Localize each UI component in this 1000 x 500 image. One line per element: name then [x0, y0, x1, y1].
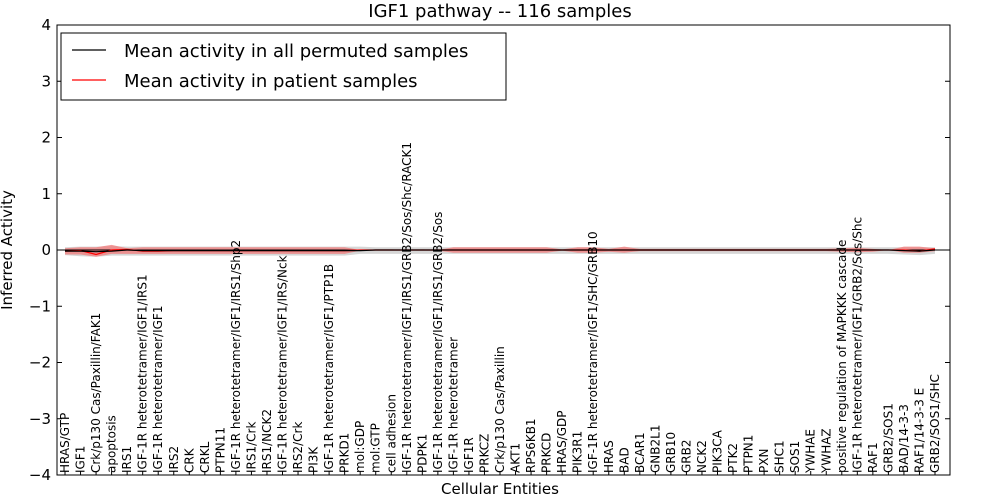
legend-label-permuted: Mean activity in all permuted samples [124, 41, 468, 62]
x-category-label: IGF1 [74, 446, 88, 473]
x-category-label: RAF1 [866, 442, 880, 473]
x-category-label: BAD/14-3-3 [897, 404, 911, 473]
x-category-label: YWHAZ [819, 428, 833, 474]
x-category-label: IGF-1R heterotetramer/IGF1/IRS1/GRB2/Sos [431, 212, 445, 473]
x-category-label: CRKL [198, 441, 212, 473]
x-category-label: IGF1R [462, 437, 476, 473]
x-category-label: PIK3CA [711, 429, 725, 473]
permuted-mean-line [65, 249, 936, 253]
y-tick-label: 0 [41, 241, 51, 259]
x-category-label: SOS1 [788, 441, 802, 473]
y-axis-title: Inferred Activity [0, 190, 16, 310]
x-category-label: YWHAE [804, 429, 818, 474]
x-category-label: PIK3R1 [571, 431, 585, 473]
x-category-label: PXN [757, 449, 771, 473]
x-category-label: PTK2 [726, 443, 740, 473]
x-category-label: HRAS/GTP [58, 413, 72, 473]
legend-label-patient: Mean activity in patient samples [124, 71, 418, 92]
x-category-label: IGF-1R heterotetramer/IGF1/IRS1/Shp2 [229, 240, 243, 473]
x-category-label: HRAS/GDP [555, 410, 569, 473]
x-category-label: IGF-1R heterotetramer/IGF1/IRS/Nck [276, 255, 290, 473]
legend: Mean activity in all permuted samples Me… [60, 32, 507, 101]
y-tick-label: 2 [41, 129, 51, 147]
x-category-label: BAD [617, 447, 631, 473]
x-category-label: IRS1/NCK2 [260, 409, 274, 473]
x-category-labels: HRAS/GTP IGF1 Crk/p130 Cas/Paxillin/FAK1 ap… [58, 142, 942, 475]
y-tick-label: −3 [29, 410, 51, 428]
x-category-label: IGF-1R heterotetramer/IGF1 [151, 306, 165, 473]
y-tick-label: −4 [29, 466, 51, 484]
series-lines-layer [64, 248, 936, 256]
x-category-label: PTPN11 [213, 427, 227, 473]
x-category-label: IRS1/Crk [244, 422, 258, 473]
x-category-label: BCAR1 [633, 432, 647, 473]
x-category-label: IGF-1R heterotetramer/IGF1/IRS1 [136, 274, 150, 473]
x-category-label: IGF-1R heterotetramer/IGF1/IRS1/GRB2/Sos… [400, 142, 414, 473]
patient-band [65, 244, 935, 257]
legend-box [60, 32, 507, 101]
x-category-label: mol:GTP [369, 423, 383, 473]
x-category-label: Crk/p130 Cas/Paxillin/FAK1 [89, 313, 103, 473]
x-category-label: IGF-1R heterotetramer/IGF1/SHC/GRB10 [586, 231, 600, 473]
x-category-label: GRB2/SOS1/SHC [928, 374, 942, 473]
x-category-label: PRKD1 [338, 433, 352, 473]
x-category-label: IRS2 [167, 446, 181, 473]
x-category-label: PRKCZ [478, 434, 492, 473]
x-category-label: NCK2 [695, 440, 709, 473]
y-tick-label: −1 [29, 297, 51, 315]
x-category-label: IRS2/Crk [291, 422, 305, 473]
x-category-label: GRB10 [664, 432, 678, 473]
y-tick-label: 3 [41, 72, 51, 90]
x-category-label: GRB2/SOS1 [881, 403, 895, 473]
x-category-label: CRK [182, 447, 196, 473]
y-tick-label: −2 [29, 354, 51, 372]
y-tick-label: 4 [41, 16, 51, 34]
x-category-label: IGF-1R heterotetramer/IGF1/PTP1B [322, 264, 336, 473]
x-category-label: positive regulation of MAPKKK cascade [835, 240, 849, 473]
x-category-label: mol:GDP [353, 421, 367, 473]
x-category-label: IGF-1R heterotetramer [446, 337, 460, 473]
x-category-label: GNB2L1 [648, 425, 662, 473]
y-axis-ticks: −4 −3 −2 −1 0 1 2 3 4 [29, 16, 950, 484]
patient-band-layer [65, 244, 935, 257]
x-category-label: PI3K [307, 446, 321, 473]
x-category-label: AKT1 [509, 443, 523, 473]
x-category-label: IGF-1R heterotetramer/IGF1/GRB2/Sos/Shc [850, 217, 864, 473]
x-category-label: PDPK1 [415, 434, 429, 473]
x-category-label: cell adhesion [384, 394, 398, 473]
x-category-label: PTPN1 [742, 435, 756, 473]
x-category-label: HRAS [602, 440, 616, 473]
x-category-label: RAF1/14-3-3 E [913, 388, 927, 473]
x-axis-title: Cellular Entities [441, 480, 559, 498]
y-tick-label: 1 [41, 185, 51, 203]
x-category-label: PRKCD [540, 433, 554, 473]
x-category-label: apoptosis [105, 415, 119, 473]
x-category-label: GRB2 [679, 439, 693, 473]
chart-title: IGF1 pathway -- 116 samples [368, 1, 631, 22]
x-category-label: IRS1 [120, 446, 134, 473]
x-category-label: SHC1 [773, 440, 787, 473]
x-category-label: RPS6KB1 [524, 418, 538, 473]
x-category-label: Crk/p130 Cas/Paxillin [493, 346, 507, 473]
